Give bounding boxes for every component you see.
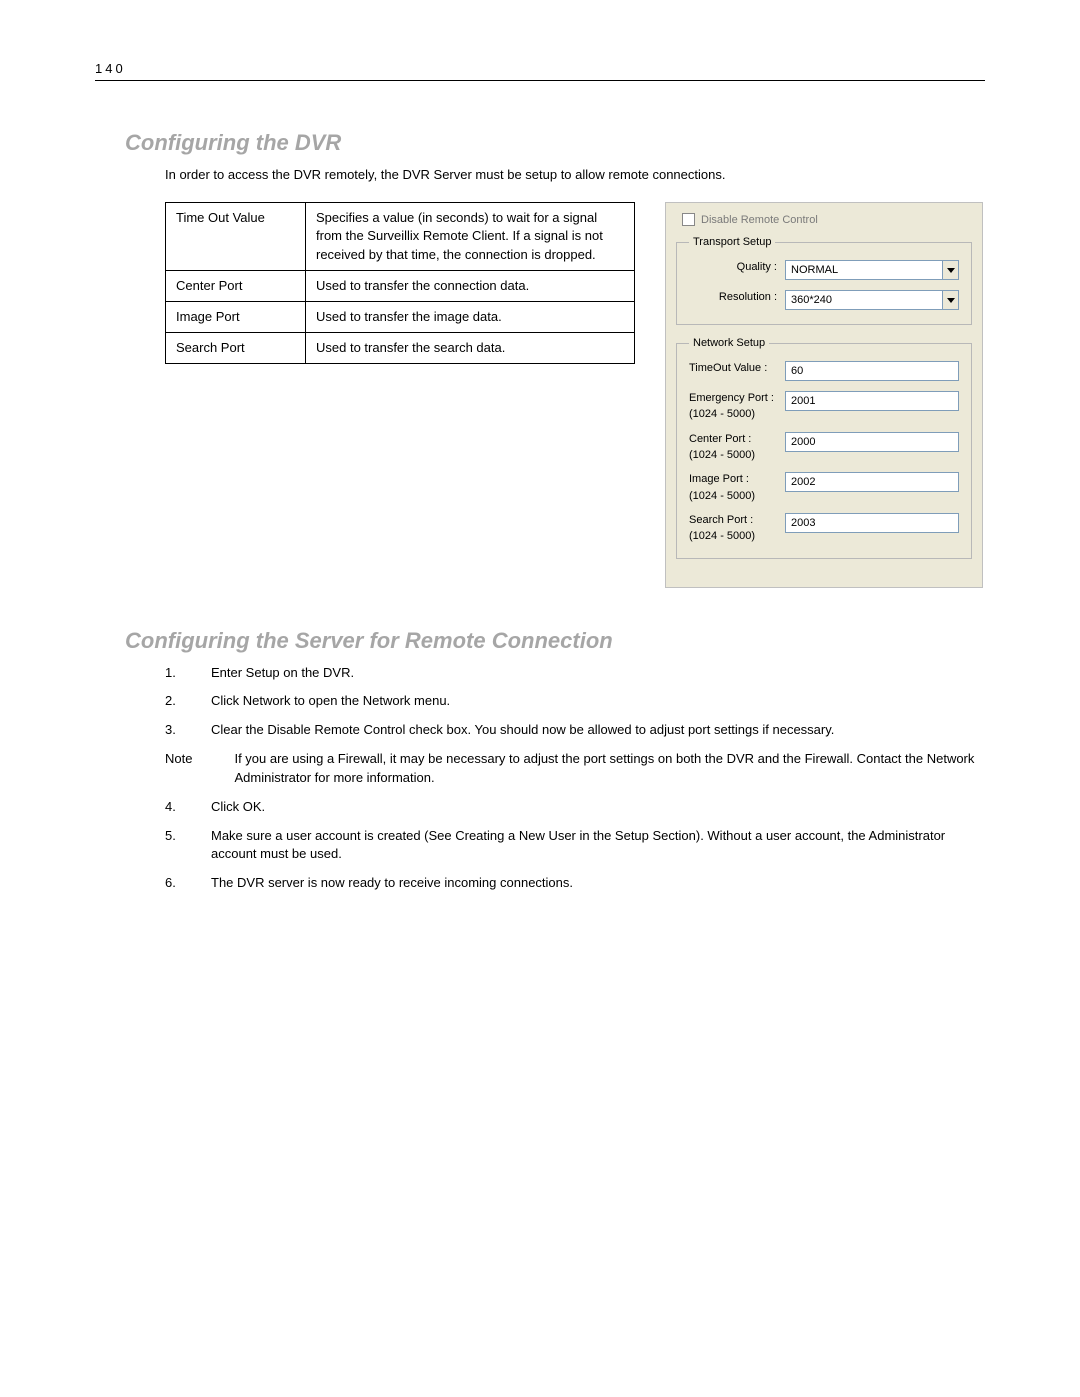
desc-cell: Specifies a value (in seconds) to wait f… <box>306 203 635 271</box>
center-range: (1024 - 5000) <box>689 448 785 462</box>
list-item: 5. Make sure a user account is created (S… <box>165 827 985 865</box>
table-row: Search Port Used to transfer the search … <box>166 333 635 364</box>
note-row: Note If you are using a Firewall, it may… <box>165 750 985 788</box>
step-text: Click OK. <box>211 798 985 817</box>
step-num: 5. <box>165 827 181 865</box>
table-row: Image Port Used to transfer the image da… <box>166 301 635 332</box>
step-num: 2. <box>165 692 181 711</box>
quality-value: NORMAL <box>791 264 838 276</box>
section2: Configuring the Server for Remote Connec… <box>95 628 985 894</box>
list-item: 6. The DVR server is now ready to receive… <box>165 874 985 893</box>
step-text: Clear the Disable Remote Control check b… <box>211 721 985 740</box>
search-range: (1024 - 5000) <box>689 529 785 543</box>
page-content: Configuring the DVR In order to access t… <box>95 130 985 903</box>
timeout-label: TimeOut Value : <box>689 361 785 375</box>
chevron-down-icon <box>942 261 958 279</box>
step-text: Click Network to open the Network menu. <box>211 692 985 711</box>
emergency-row: Emergency Port : (1024 - 5000) 2001 <box>689 391 959 422</box>
term-cell: Image Port <box>166 301 306 332</box>
term-cell: Center Port <box>166 270 306 301</box>
list-item: 4. Click OK. <box>165 798 985 817</box>
table-row: Time Out Value Specifies a value (in sec… <box>166 203 635 271</box>
note-text: If you are using a Firewall, it may be n… <box>234 750 985 788</box>
page-header: 140 <box>95 60 985 81</box>
term-cell: Search Port <box>166 333 306 364</box>
definitions-table: Time Out Value Specifies a value (in sec… <box>165 202 635 364</box>
two-column-row: Time Out Value Specifies a value (in sec… <box>165 202 985 587</box>
center-label-text: Center Port : <box>689 433 751 445</box>
resolution-label: Resolution : <box>689 290 785 304</box>
resolution-select[interactable]: 360*240 <box>785 290 959 310</box>
transport-legend: Transport Setup <box>689 236 775 248</box>
desc-cell: Used to transfer the image data. <box>306 301 635 332</box>
search-label: Search Port : (1024 - 5000) <box>689 513 785 544</box>
chevron-down-icon <box>942 291 958 309</box>
emergency-label-text: Emergency Port : <box>689 392 774 404</box>
timeout-row: TimeOut Value : 60 <box>689 361 959 381</box>
step-num: 6. <box>165 874 181 893</box>
settings-panel: Disable Remote Control Transport Setup Q… <box>665 202 983 587</box>
desc-cell: Used to transfer the connection data. <box>306 270 635 301</box>
emergency-range: (1024 - 5000) <box>689 407 785 421</box>
search-input[interactable]: 2003 <box>785 513 959 533</box>
network-legend: Network Setup <box>689 337 769 349</box>
step-text: Enter Setup on the DVR. <box>211 664 985 683</box>
steps-list: 1. Enter Setup on the DVR. 2. Click Networ… <box>165 664 985 741</box>
image-label: Image Port : (1024 - 5000) <box>689 472 785 503</box>
step-text: The DVR server is now ready to receive i… <box>211 874 985 893</box>
desc-cell: Used to transfer the search data. <box>306 333 635 364</box>
emergency-input[interactable]: 2001 <box>785 391 959 411</box>
section1-intro: In order to access the DVR remotely, the… <box>165 166 985 184</box>
disable-remote-row: Disable Remote Control <box>676 213 972 226</box>
step-text: Make sure a user account is created (See… <box>211 827 985 865</box>
network-setup-group: Network Setup TimeOut Value : 60 Emergen… <box>676 337 972 558</box>
disable-remote-checkbox[interactable] <box>682 213 695 226</box>
image-input[interactable]: 2002 <box>785 472 959 492</box>
list-item: 3. Clear the Disable Remote Control check… <box>165 721 985 740</box>
timeout-input[interactable]: 60 <box>785 361 959 381</box>
emergency-label: Emergency Port : (1024 - 5000) <box>689 391 785 422</box>
resolution-value: 360*240 <box>791 294 832 306</box>
list-item: 2. Click Network to open the Network menu… <box>165 692 985 711</box>
section2-title: Configuring the Server for Remote Connec… <box>125 628 985 654</box>
disable-remote-label: Disable Remote Control <box>701 214 818 226</box>
list-item: 1. Enter Setup on the DVR. <box>165 664 985 683</box>
quality-row: Quality : NORMAL <box>689 260 959 280</box>
step-num: 3. <box>165 721 181 740</box>
note-label: Note <box>165 750 192 788</box>
search-row: Search Port : (1024 - 5000) 2003 <box>689 513 959 544</box>
center-row: Center Port : (1024 - 5000) 2000 <box>689 432 959 463</box>
transport-setup-group: Transport Setup Quality : NORMAL Resolut… <box>676 236 972 325</box>
quality-select[interactable]: NORMAL <box>785 260 959 280</box>
steps-list-cont: 4. Click OK. 5. Make sure a user account i… <box>165 798 985 893</box>
page-number: 140 <box>95 61 126 76</box>
term-cell: Time Out Value <box>166 203 306 271</box>
resolution-row: Resolution : 360*240 <box>689 290 959 310</box>
step-num: 1. <box>165 664 181 683</box>
image-range: (1024 - 5000) <box>689 489 785 503</box>
table-row: Center Port Used to transfer the connect… <box>166 270 635 301</box>
center-input[interactable]: 2000 <box>785 432 959 452</box>
section1-title: Configuring the DVR <box>125 130 985 156</box>
quality-label: Quality : <box>689 260 785 274</box>
step-num: 4. <box>165 798 181 817</box>
image-row: Image Port : (1024 - 5000) 2002 <box>689 472 959 503</box>
search-label-text: Search Port : <box>689 514 753 526</box>
center-label: Center Port : (1024 - 5000) <box>689 432 785 463</box>
image-label-text: Image Port : <box>689 473 749 485</box>
